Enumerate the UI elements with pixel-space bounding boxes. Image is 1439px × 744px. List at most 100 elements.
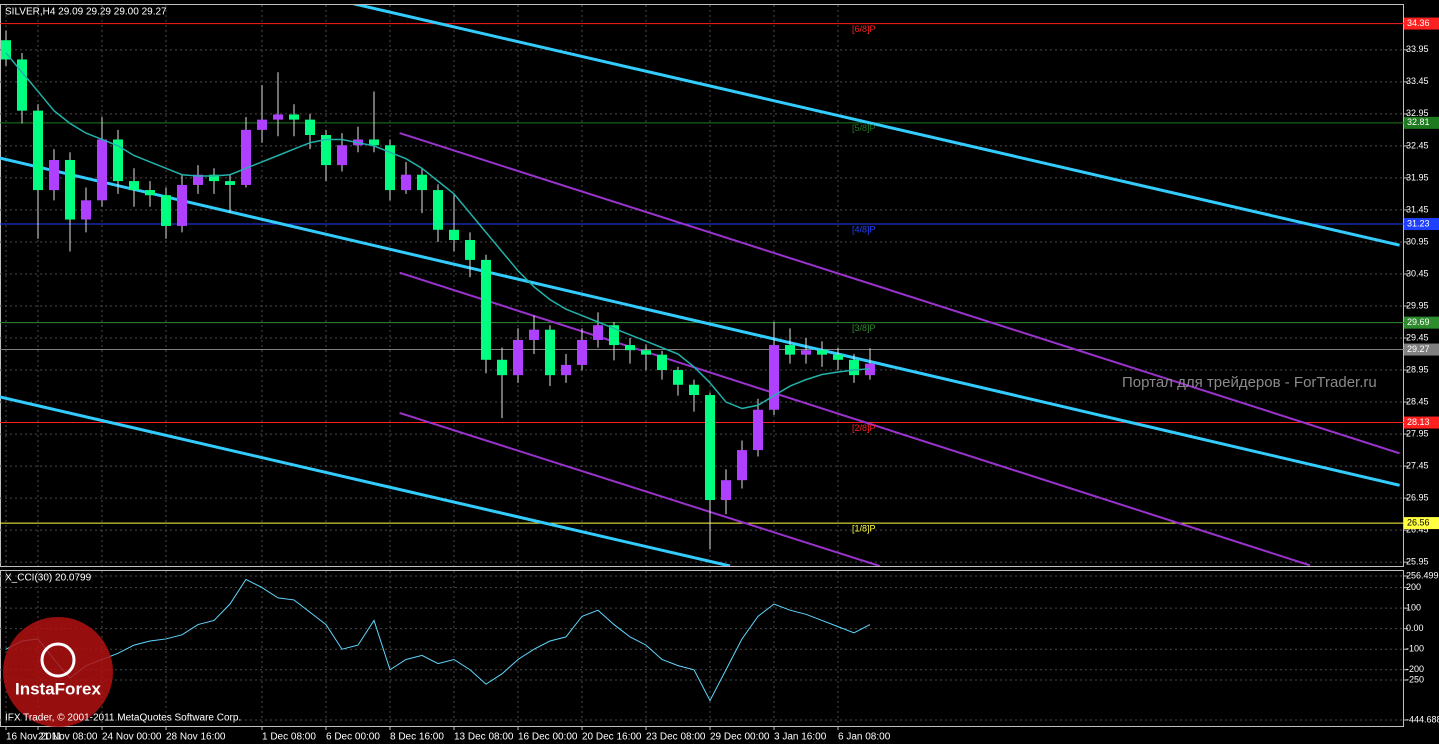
trend-line	[352, 5, 1400, 247]
level-price-label: 29.69	[1407, 317, 1430, 327]
x-tick-label: 6 Jan 08:00	[838, 732, 891, 743]
cci-frame	[0, 570, 1404, 727]
level-tag: [4/8]P	[852, 224, 876, 234]
candle-body	[529, 329, 539, 340]
x-tick-label: 8 Dec 16:00	[390, 732, 444, 743]
level-tag: [3/8]P	[852, 323, 876, 333]
y-tick-label: -200	[1406, 664, 1424, 674]
trend-line	[0, 156, 1400, 487]
candle-body	[97, 139, 107, 201]
candle-body	[33, 110, 43, 191]
y-tick-label: 26.95	[1406, 492, 1429, 502]
candle-body	[673, 370, 683, 385]
y-tick-label: 29.45	[1406, 332, 1429, 342]
candle-body	[257, 119, 267, 130]
cci-title: X_CCI(30) 20.0799	[5, 573, 92, 584]
candle-body	[145, 190, 155, 196]
y-tick-label: 31.45	[1406, 204, 1429, 214]
chart-title: SILVER,H4 29.09 29.29 29.00 29.27	[5, 7, 167, 18]
candle-body	[689, 384, 699, 396]
moving-average	[5, 52, 871, 410]
candle-body	[449, 229, 459, 241]
y-tick-label: 30.95	[1406, 236, 1429, 246]
y-tick-label: 30.45	[1406, 268, 1429, 278]
x-tick-label: 28 Nov 16:00	[166, 732, 226, 743]
watermark: Портал для трейдеров - ForTrader.ru	[1122, 374, 1377, 391]
candle-body	[289, 114, 299, 120]
candle-body	[273, 114, 283, 120]
candle-body	[657, 354, 667, 371]
candle-body	[497, 359, 507, 376]
candle-body	[769, 345, 779, 410]
candle-body	[401, 174, 411, 191]
candle-body	[17, 59, 27, 111]
candle-body	[545, 329, 555, 376]
candle-body	[625, 345, 635, 351]
y-tick-label: 0.00	[1406, 623, 1424, 633]
candle-body	[513, 339, 523, 376]
copyright: IFX Trader, © 2001-2011 MetaQuotes Softw…	[5, 713, 241, 724]
trend-line	[399, 132, 1400, 455]
candle-body	[705, 395, 715, 501]
candle-body	[817, 350, 827, 355]
y-tick-label: 27.95	[1406, 428, 1429, 438]
candle-body	[417, 174, 427, 191]
logo-icon	[40, 642, 76, 678]
x-tick-label: 20 Dec 16:00	[582, 732, 642, 743]
y-tick-label: 32.95	[1406, 108, 1429, 118]
x-tick-label: 16 Nov 2011	[6, 732, 62, 743]
level-price-label: 29.27	[1407, 344, 1430, 354]
candle-body	[593, 325, 603, 340]
candle-body	[177, 184, 187, 226]
y-tick-label: 27.45	[1406, 460, 1429, 470]
candle-body	[737, 450, 747, 481]
level-tag: [2/8]P	[852, 423, 876, 433]
y-tick-label: 33.95	[1406, 44, 1429, 54]
level-price-box	[1404, 343, 1439, 356]
x-tick-label: 16 Dec 00:00	[518, 732, 578, 743]
candle-body	[849, 359, 859, 376]
level-price-label: 28.13	[1407, 417, 1430, 427]
y-tick-label: -250	[1406, 674, 1424, 684]
level-price-label: 31.23	[1407, 218, 1430, 228]
candle-body	[241, 129, 251, 185]
x-tick-label: 1 Dec 08:00	[262, 732, 316, 743]
cci-line	[5, 578, 871, 702]
level-tag: [1/8]P	[852, 523, 876, 533]
level-price-box	[1404, 218, 1439, 231]
candle-body	[465, 240, 475, 260]
candle-body	[321, 135, 331, 166]
trend-line	[399, 411, 880, 566]
candle-body	[577, 339, 587, 365]
candle-body	[305, 119, 315, 136]
logo-badge	[3, 617, 113, 727]
level-price-label: 34.36	[1407, 18, 1430, 28]
candle-body	[81, 200, 91, 220]
y-tick-label: 200	[1406, 582, 1421, 592]
trend-line	[399, 271, 1311, 566]
x-tick-label: 23 Dec 08:00	[646, 732, 706, 743]
candle-body	[1, 40, 11, 60]
candle-body	[65, 159, 75, 220]
logo-text: InstaForex	[15, 679, 102, 698]
y-tick-label: 28.95	[1406, 364, 1429, 374]
y-tick-label: 31.95	[1406, 172, 1429, 182]
candle-body	[641, 350, 651, 355]
level-price-box	[1404, 316, 1439, 329]
candle-body	[753, 409, 763, 451]
y-tick-label: 26.45	[1406, 525, 1429, 535]
logo: InstaForex	[3, 617, 113, 727]
candle-body	[785, 345, 795, 355]
candle-body	[833, 354, 843, 360]
candle-body	[721, 480, 731, 501]
level-price-box	[1404, 116, 1439, 129]
level-price-box	[1404, 517, 1439, 530]
candle-body	[49, 159, 59, 191]
candle-body	[801, 350, 811, 355]
y-tick-label: 25.95	[1406, 557, 1429, 567]
main-frame	[0, 4, 1404, 567]
candle-body	[161, 195, 171, 226]
y-tick-label: 29.95	[1406, 300, 1429, 310]
